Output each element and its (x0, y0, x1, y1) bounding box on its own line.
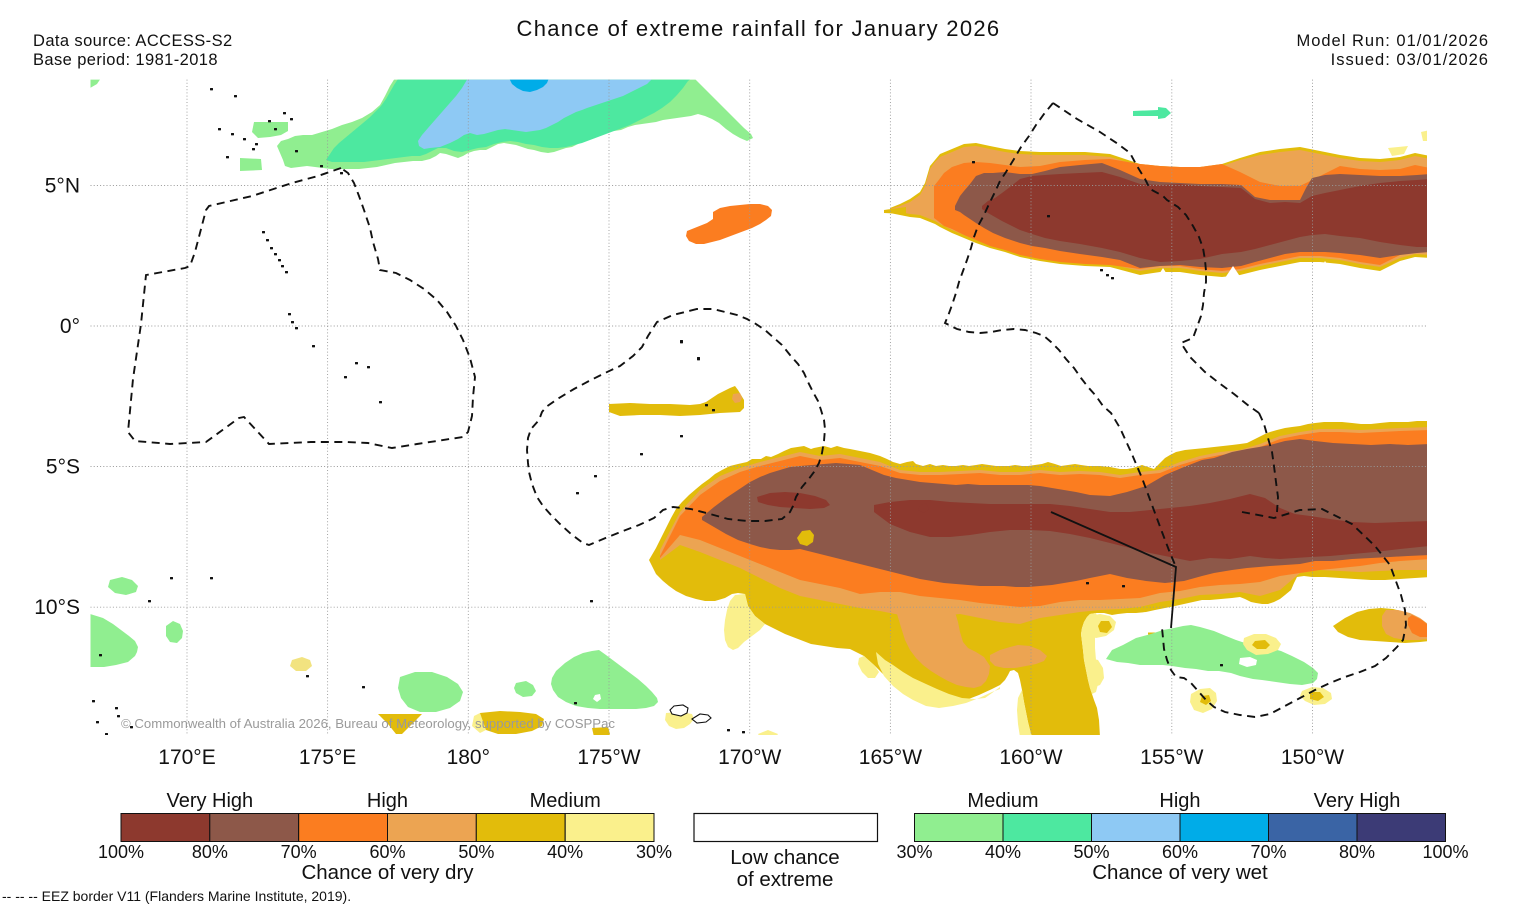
svg-text:High: High (1159, 790, 1200, 812)
svg-text:Issued: 03/01/2026: Issued: 03/01/2026 (1331, 51, 1489, 69)
svg-text:5°S: 5°S (46, 456, 80, 479)
svg-text:30%: 30% (896, 842, 932, 862)
svg-text:Medium: Medium (967, 790, 1038, 812)
svg-text:Very High: Very High (166, 790, 253, 812)
svg-text:Chance of very wet: Chance of very wet (1092, 861, 1268, 884)
svg-text:180°: 180° (447, 746, 490, 769)
svg-text:165°W: 165°W (859, 746, 922, 769)
svg-text:70%: 70% (281, 842, 317, 862)
svg-text:70%: 70% (1250, 842, 1286, 862)
svg-text:Model Run: 01/01/2026: Model Run: 01/01/2026 (1296, 32, 1489, 50)
svg-text:150°W: 150°W (1281, 746, 1344, 769)
svg-text:80%: 80% (192, 842, 228, 862)
svg-text:30%: 30% (636, 842, 672, 862)
svg-text:40%: 40% (985, 842, 1021, 862)
svg-text:60%: 60% (1162, 842, 1198, 862)
svg-text:170°E: 170°E (158, 746, 215, 769)
svg-text:50%: 50% (458, 842, 494, 862)
svg-text:of extreme: of extreme (737, 868, 834, 891)
svg-text:-- -- -- EEZ border V11 (Fla: -- -- -- EEZ border V11 (Flanders Marine… (2, 888, 351, 904)
svg-text:Base period: 1981-2018: Base period: 1981-2018 (33, 51, 218, 69)
svg-text:100%: 100% (98, 842, 144, 862)
svg-text:Chance of extreme rainfall for: Chance of extreme rainfall for January 2… (517, 16, 1001, 41)
svg-text:175°E: 175°E (299, 746, 356, 769)
svg-text:Medium: Medium (530, 790, 601, 812)
svg-text:170°W: 170°W (718, 746, 781, 769)
svg-text:High: High (367, 790, 408, 812)
svg-text:60%: 60% (369, 842, 405, 862)
svg-text:Low chance: Low chance (730, 846, 839, 869)
svg-text:Very High: Very High (1314, 790, 1401, 812)
svg-text:175°W: 175°W (577, 746, 640, 769)
svg-text:Chance of very dry: Chance of very dry (301, 861, 474, 884)
svg-text:155°W: 155°W (1140, 746, 1203, 769)
svg-text:100%: 100% (1422, 842, 1468, 862)
svg-text:40%: 40% (547, 842, 583, 862)
svg-text:0°: 0° (60, 315, 80, 338)
svg-text:Data source: ACCESS-S2: Data source: ACCESS-S2 (33, 32, 233, 50)
svg-text:80%: 80% (1339, 842, 1375, 862)
svg-text:5°N: 5°N (45, 175, 80, 198)
svg-text:50%: 50% (1073, 842, 1109, 862)
svg-text:10°S: 10°S (34, 596, 80, 619)
svg-text:160°W: 160°W (999, 746, 1062, 769)
svg-text:© Commonwealth of Australia 20: © Commonwealth of Australia 2026, Bureau… (121, 716, 615, 731)
